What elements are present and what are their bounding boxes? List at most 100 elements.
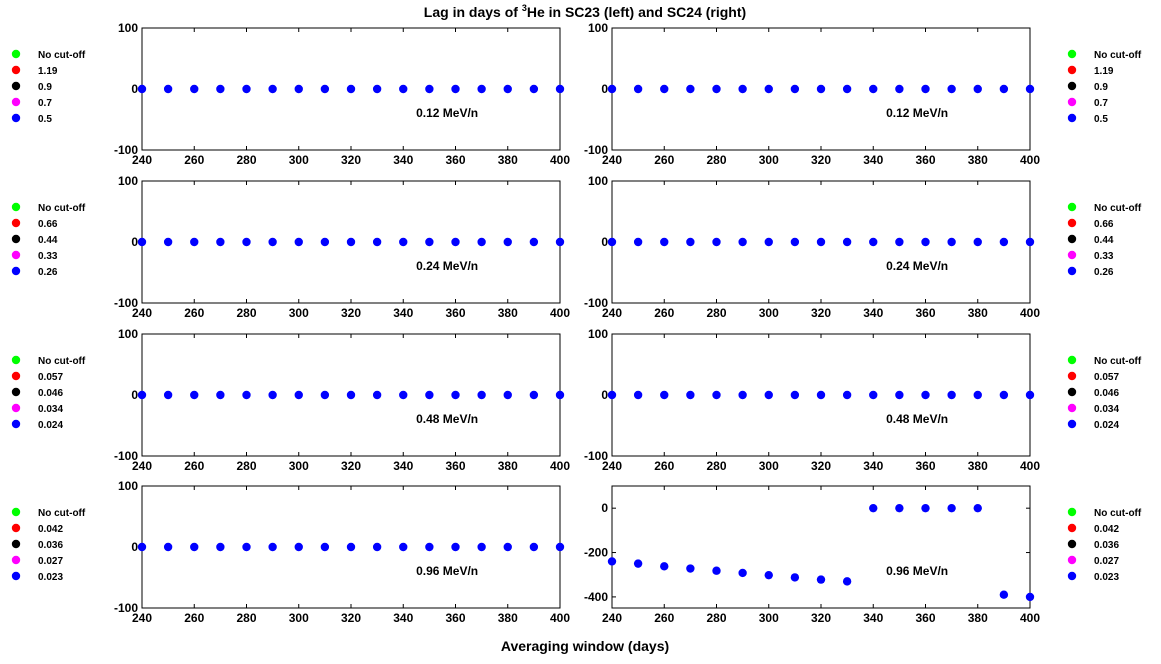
data-point	[686, 84, 695, 94]
x-tick-label: 400	[1020, 611, 1040, 625]
x-tick-label: 360	[915, 611, 935, 625]
data-point	[399, 237, 408, 247]
legend-marker	[11, 234, 21, 244]
data-point	[451, 84, 460, 94]
x-tick-label: 320	[811, 306, 831, 320]
legend-label: No cut-off	[38, 50, 86, 61]
data-point	[764, 237, 773, 247]
data-point	[163, 237, 173, 247]
legend: No cut-off 1.19 0.9 0.7 0.5	[11, 49, 86, 125]
data-point	[686, 237, 695, 247]
x-tick-label: 340	[863, 153, 883, 167]
x-tick-label: 240	[602, 611, 622, 625]
legend-label: 0.046	[1094, 388, 1119, 399]
legend: No cut-off 0.057 0.046 0.034 0.024	[1067, 355, 1142, 431]
legend-label: 0.66	[1094, 219, 1114, 230]
data-point	[1025, 592, 1035, 602]
x-tick-label: 280	[706, 459, 726, 473]
legend-label: 0.036	[1094, 540, 1119, 551]
x-tick-label: 280	[236, 611, 256, 625]
legend-label: 0.024	[1094, 420, 1119, 431]
data-point	[921, 237, 930, 247]
x-tick-label: 360	[445, 459, 465, 473]
data-point	[1025, 237, 1035, 247]
panel-row4-left: 240 260 280 300 320 340 360 380 400 -100 0 100 0.96 …	[11, 479, 570, 625]
legend-label: 0.5	[38, 114, 52, 125]
data-point	[973, 84, 982, 94]
data-point	[425, 390, 434, 400]
data-point	[425, 84, 434, 94]
figure-title: Lag in days of 3He in SC23 (left) and SC…	[424, 3, 746, 20]
data-point	[503, 237, 512, 247]
x-tick-label: 380	[498, 459, 518, 473]
data-point	[320, 237, 330, 247]
data-point	[842, 237, 852, 247]
x-tick-label: 280	[706, 153, 726, 167]
x-tick-label: 380	[498, 611, 518, 625]
data-point	[163, 542, 173, 552]
legend-label: 0.057	[1094, 372, 1119, 383]
data-point	[294, 390, 303, 400]
legend-label: 0.034	[1094, 404, 1119, 415]
data-point	[268, 390, 277, 400]
data-point	[137, 84, 147, 94]
x-tick-label: 300	[289, 459, 309, 473]
legend-label: 0.023	[1094, 572, 1119, 583]
panel-row3-left: 240 260 280 300 320 340 360 380 400 -100 0 100 0.48 …	[11, 327, 570, 473]
data-point	[999, 390, 1009, 400]
x-tick-label: 400	[1020, 153, 1040, 167]
x-tick-label: 340	[863, 459, 883, 473]
y-tick-label: 0	[131, 235, 138, 249]
data-point	[869, 84, 878, 94]
legend-marker	[1067, 555, 1077, 565]
x-tick-label: 380	[968, 459, 988, 473]
x-axis-label: Averaging window (days)	[501, 638, 669, 654]
data-point	[633, 237, 643, 247]
y-tick-label: -100	[114, 601, 138, 615]
data-point	[137, 237, 147, 247]
legend-marker	[11, 387, 21, 397]
data-point	[895, 503, 904, 513]
legend-label: 0.33	[1094, 251, 1114, 262]
data-point	[190, 237, 199, 247]
y-tick-label: 0	[601, 82, 608, 96]
x-tick-label: 400	[1020, 459, 1040, 473]
legend-label: 1.19	[1094, 66, 1114, 77]
data-point	[503, 84, 512, 94]
x-tick-label: 260	[184, 306, 204, 320]
data-point	[816, 237, 826, 247]
legend-marker	[11, 202, 21, 212]
data-point	[451, 237, 460, 247]
legend-marker	[11, 65, 21, 75]
data-point	[163, 84, 173, 94]
legend-marker	[11, 250, 21, 260]
x-tick-label: 260	[184, 611, 204, 625]
legend-label: No cut-off	[1094, 508, 1142, 519]
x-tick-label: 300	[759, 611, 779, 625]
data-point	[137, 542, 147, 552]
data-point	[503, 542, 512, 552]
x-tick-label: 300	[759, 153, 779, 167]
data-point	[399, 84, 408, 94]
legend-marker	[11, 571, 21, 581]
legend-marker	[11, 97, 21, 107]
legend-label: 0.7	[1094, 98, 1108, 109]
data-point	[999, 237, 1009, 247]
data-point	[372, 237, 382, 247]
data-point	[555, 84, 565, 94]
y-tick-label: 100	[588, 327, 608, 341]
data-point	[895, 390, 904, 400]
energy-annotation: 0.24 MeV/n	[416, 259, 478, 273]
x-tick-label: 360	[445, 306, 465, 320]
data-point	[842, 390, 852, 400]
x-tick-label: 320	[341, 153, 361, 167]
data-point	[947, 503, 956, 513]
data-point	[607, 237, 617, 247]
x-tick-label: 340	[863, 611, 883, 625]
data-point	[947, 84, 956, 94]
y-tick-label: -100	[584, 449, 608, 463]
data-point	[842, 577, 852, 586]
data-point	[399, 542, 408, 552]
panel-row3-right: 240 260 280 300 320 340 360 380 400 -100 0 100 0.48 …	[584, 327, 1142, 473]
data-point	[190, 390, 199, 400]
